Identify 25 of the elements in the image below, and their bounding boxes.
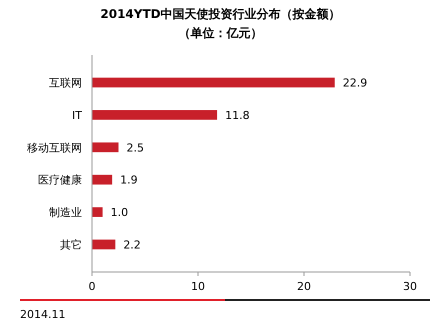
- y-tick-label: 其它: [60, 238, 82, 252]
- y-tick-label: 医疗健康: [38, 174, 82, 187]
- x-tick-label: 0: [88, 280, 96, 293]
- y-tick-label: 互联网: [49, 76, 82, 90]
- chart-subtitle: （单位：亿元）: [178, 26, 262, 40]
- bar: [92, 207, 103, 217]
- data-label: 2.5: [126, 141, 144, 154]
- data-label: 2.2: [123, 238, 141, 252]
- bar: [92, 78, 335, 88]
- bar: [92, 174, 112, 185]
- text: 2014.11: [20, 308, 66, 321]
- chart-title: 2014YTD中国天使投资行业分布（按金额）: [100, 7, 341, 21]
- data-label: 11.8: [225, 108, 250, 122]
- bar: [92, 240, 116, 250]
- x-tick-label: 30: [403, 280, 417, 293]
- data-label: 1.9: [120, 174, 138, 187]
- bar: [92, 110, 218, 120]
- y-tick-label: 移动互联网: [27, 141, 82, 154]
- x-tick-label: 20: [297, 280, 311, 293]
- bar: [92, 142, 118, 152]
- y-tick-label: IT: [72, 108, 82, 122]
- data-label: 22.9: [342, 76, 368, 90]
- data-label: 1.0: [110, 206, 128, 220]
- x-tick-label: 10: [191, 280, 205, 293]
- y-tick-label: 制造业: [49, 206, 82, 220]
